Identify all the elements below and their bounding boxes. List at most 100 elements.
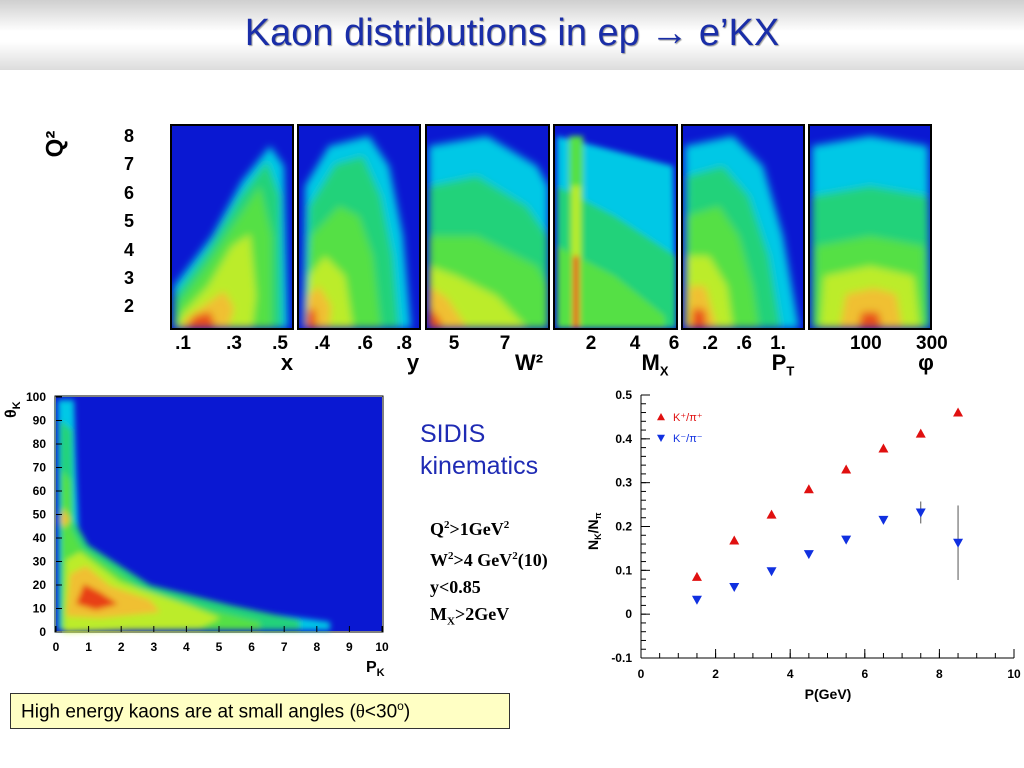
theta-x-axis-label: PK [366,659,385,679]
theta-x-tick-label: 1 [85,640,92,654]
ratio-x-axis-label: P(GeV) [805,686,852,702]
caption-text: High energy kaons are at small angles ( [21,701,356,723]
q2-tick-label: 7 [124,154,135,174]
strip-tick-label: .2 [702,333,718,354]
theta-x-tick-label: 6 [248,640,255,654]
ratio-y-tick-label: 0.1 [615,563,632,577]
theta-y-axis-label: θK [3,401,23,418]
kinematic-cuts: Q2>1GeV2 W2>4 GeV2(10) y<0.85 MX>2GeV [430,512,548,636]
theta-x-tick-label: 5 [216,640,223,654]
strip-tick-label: 6 [668,333,680,354]
caption-degree: o [397,699,404,713]
theta-y-tick-label: 50 [33,508,47,522]
ratio-x-tick-label: 10 [1007,667,1021,681]
kplus-point [766,509,777,519]
q2-tick-label: 3 [124,268,135,288]
heatmap-panel-pt [681,124,805,330]
cut-y: y<0.85 [430,577,481,597]
density-band [858,312,882,328]
strip-tick-label: 7 [499,333,511,354]
ratio-y-tick-label: 0 [625,607,632,621]
kplus-point [915,428,926,438]
theta-x-tick-label: 0 [53,640,60,654]
ratio-plot: -0.1 0 0.1 0.2 0.3 0.4 0.5 0 2 4 6 8 10 P(GeV) NK/Nπ K⁺… [585,388,1021,702]
caption-text-c: ) [403,701,411,723]
heatmap-panel-phi [808,124,932,330]
heatmap-w2-plot [429,136,548,328]
theta-y-tick-label: 10 [33,602,47,616]
strip-tick-label: .5 [272,333,288,354]
theta-y-tick-label: 60 [33,484,47,498]
sidis-heading-line2: kinematics [420,452,539,480]
strip-tick-label: 4 [629,333,641,354]
strip-tick-label: 1. [770,333,786,354]
title-bar: Kaon distributions in ep → e’KX [0,0,1024,70]
heatmap-panel-mx [553,124,678,330]
caption-text-b: <30 [364,701,398,723]
kplus-point [691,571,702,581]
heatmap-y-plot [303,136,411,328]
strip-tick-label: 100 [850,333,882,354]
heatmap-pt-plot [685,136,799,328]
density-band [76,584,118,610]
density-band [178,234,256,328]
strip-tick-label: 2 [585,333,597,354]
caption-theta: θ [355,701,365,723]
theta-y-tick-label: 20 [33,578,47,592]
strip-tick-label: .8 [396,333,412,354]
legend-label: K⁺/π⁺ [673,412,703,424]
heatmap-panel-x [170,124,294,330]
strip-tick-label: .6 [736,333,752,354]
ratio-x-tick-label: 2 [712,667,719,681]
sidis-heading-line1: SIDIS [420,420,486,448]
ratio-y-axis-label: NK/Nπ [585,512,603,550]
kminus-point [691,595,702,605]
theta-x-tick-label: 2 [118,640,125,654]
theta-x-tick-label: 7 [281,640,288,654]
q2-tick-label: 8 [124,126,135,146]
kplus-point [803,484,814,494]
theta-x-tick-label: 10 [375,640,389,654]
kminus-point [766,567,777,577]
heatmap-x-plot [174,146,288,328]
cut-q2: Q2>1GeV2 [430,519,510,539]
sidis-heading: SIDIS kinematics [420,418,538,482]
kplus-point [878,443,889,453]
strip-tick-label: .3 [226,333,242,354]
strip-axis-label-PT: PT [771,350,795,379]
heatmap-panel-y [297,124,421,330]
kplus-point [729,535,740,545]
theta-x-tick-label: 3 [150,640,157,654]
strip-tick-label: .1 [175,333,191,354]
heatmap-mx-plot [557,136,676,328]
kplus-point [841,464,852,474]
ratio-canvas [598,383,1024,693]
strip-axis-label-phi: φ [918,350,934,375]
slide-title: Kaon distributions in ep → e’KX [244,12,780,54]
theta-y-tick-label: 70 [33,461,47,475]
q2-tick-label: 2 [124,296,135,316]
cut-mx: MX>2GeV [430,604,510,628]
heatmap-phi-plot [812,136,930,328]
theta-x-tick-label: 4 [183,640,190,654]
strip-axis-label-y: y [406,350,420,375]
density-band [305,308,317,328]
strip-tick-label: .6 [357,333,373,354]
ratio-y-tick-label: 0.5 [615,388,632,402]
ratio-y-tick-label: 0.3 [615,476,632,490]
theta-x-tick-label: 8 [313,640,320,654]
theta-y-tick-label: 90 [33,414,47,428]
kminus-point [915,508,926,518]
density-band [691,308,707,328]
density-band [557,246,665,328]
legend-marker [657,413,665,421]
density-band [840,288,902,328]
strip-axis-label-x: x [280,350,294,375]
density-band [573,256,579,328]
theta-y-tick-label: 40 [33,531,47,545]
theta-y-tick-label: 100 [26,390,46,404]
strip-tick-label: 5 [448,333,460,354]
